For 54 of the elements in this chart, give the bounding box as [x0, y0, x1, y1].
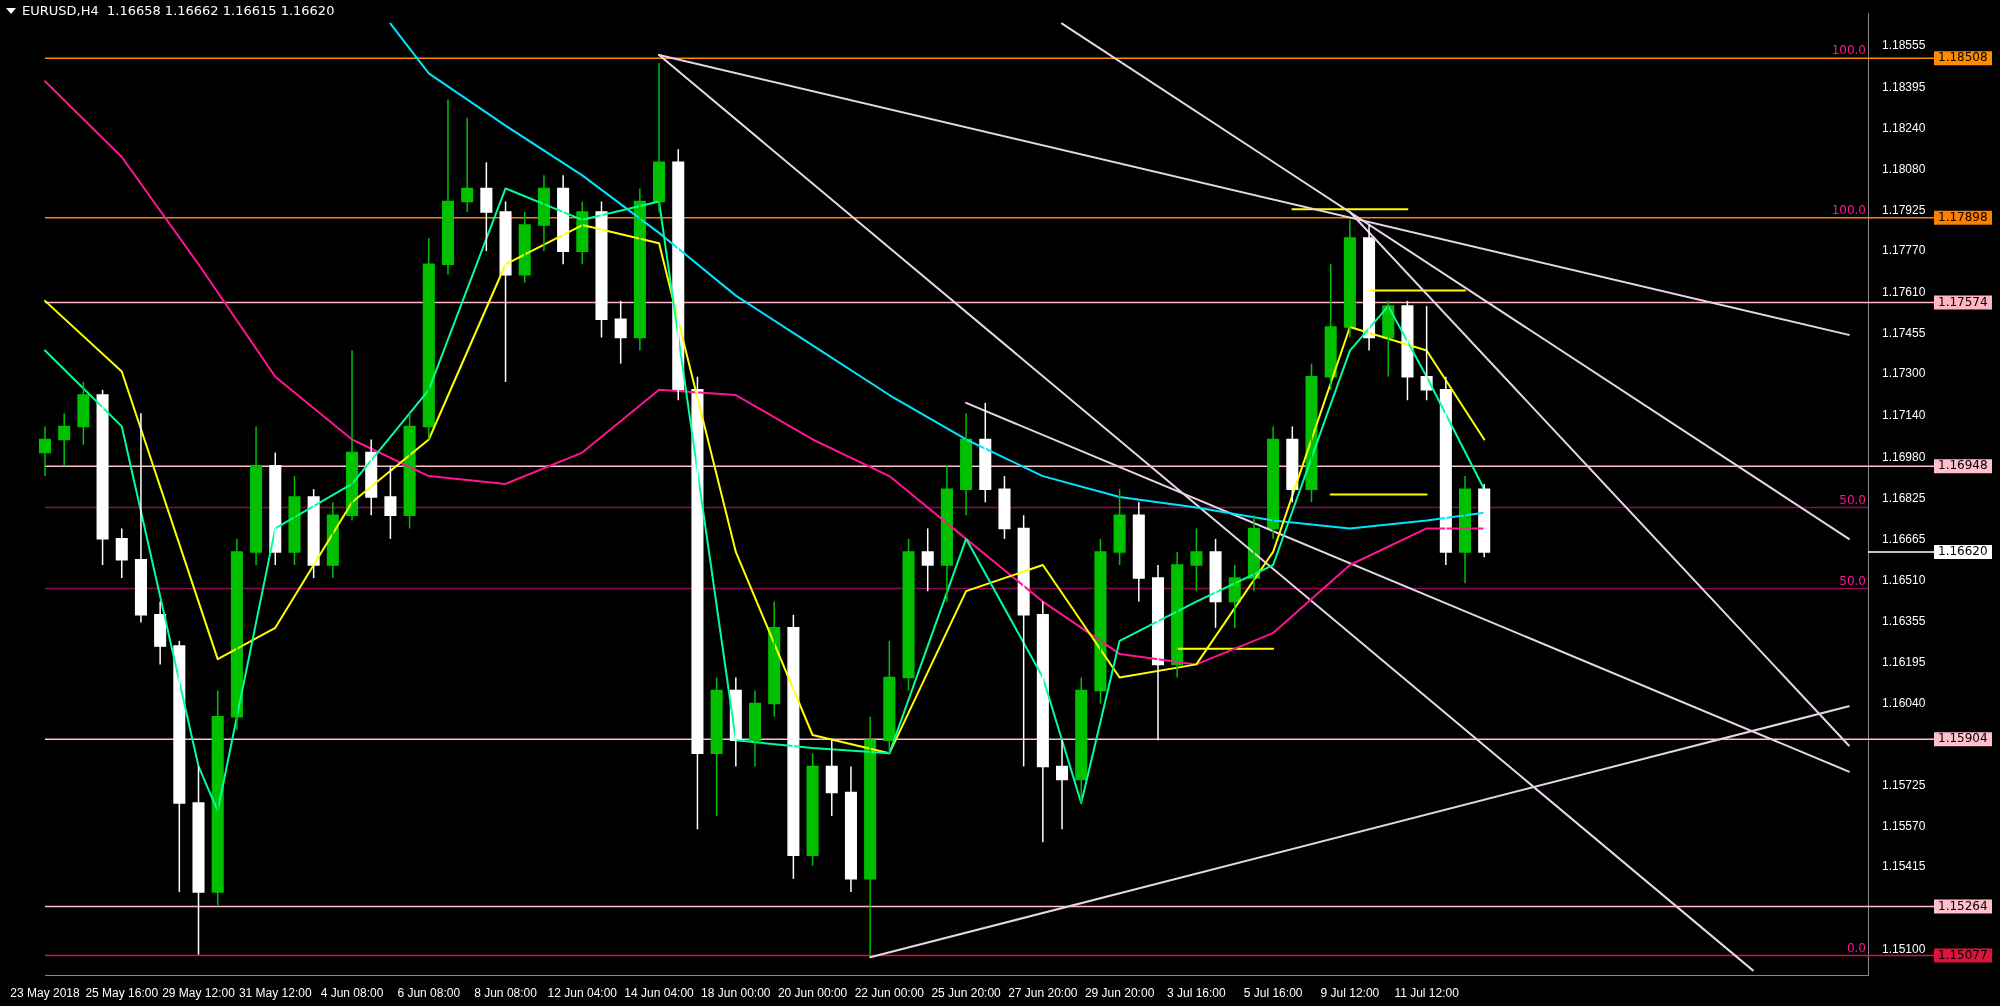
- ref-line-label: 1.17574: [1938, 294, 1988, 309]
- chart-title: EURUSD,H4 1.16658 1.16662 1.16615 1.16620: [22, 3, 335, 18]
- y-tick-label: 1.17925: [1882, 202, 1926, 217]
- x-tick-label: 5 Jul 16:00: [1243, 986, 1303, 1001]
- x-tick-label: 18 Jun 00:00: [701, 986, 771, 1001]
- ref-line-label: 1.16948: [1938, 458, 1988, 473]
- y-tick-label: 1.17300: [1882, 366, 1926, 381]
- x-tick-label: 9 Jul 12:00: [1320, 986, 1380, 1001]
- y-tick-label: 1.15570: [1882, 818, 1926, 833]
- y-tick-label: 1.16510: [1882, 573, 1926, 588]
- y-tick-label: 1.15415: [1882, 859, 1926, 874]
- ref-line-label: 1.15904: [1938, 731, 1988, 746]
- y-tick-label: 1.17610: [1882, 285, 1926, 300]
- y-tick-label: 1.18080: [1882, 162, 1926, 177]
- annotation: 50.0: [1839, 573, 1866, 588]
- x-tick-label: 25 Jun 20:00: [931, 986, 1002, 1001]
- x-tick-label: 31 May 12:00: [238, 986, 312, 1001]
- y-tick-label: 1.18395: [1882, 80, 1926, 95]
- annotation: 100.0: [1831, 43, 1866, 58]
- x-tick-label: 4 Jun 08:00: [320, 986, 384, 1001]
- y-tick-label: 1.18555: [1882, 38, 1926, 53]
- x-tick-label: 11 Jul 12:00: [1394, 986, 1460, 1001]
- ref-line-label: 1.15077: [1938, 947, 1988, 962]
- y-tick-label: 1.16040: [1882, 695, 1926, 710]
- y-tick-label: 1.16825: [1882, 490, 1926, 505]
- annotation: 0.0: [1846, 940, 1866, 955]
- x-tick-label: 8 Jun 08:00: [474, 986, 538, 1001]
- y-tick-label: 1.17770: [1882, 243, 1926, 258]
- ref-line-label: 1.15264: [1938, 898, 1988, 913]
- y-tick-label: 1.16195: [1882, 655, 1926, 670]
- ref-line-label: 1.18508: [1938, 50, 1988, 65]
- annotation: 100.0: [1831, 202, 1866, 217]
- y-tick-label: 1.18240: [1882, 120, 1926, 135]
- x-tick-label: 14 Jun 04:00: [624, 986, 695, 1001]
- y-tick-label: 1.17455: [1882, 325, 1926, 340]
- x-tick-label: 25 May 16:00: [85, 986, 159, 1001]
- x-tick-label: 12 Jun 04:00: [547, 986, 618, 1001]
- x-tick-label: 23 May 2018: [10, 986, 81, 1001]
- x-tick-label: 6 Jun 08:00: [397, 986, 461, 1001]
- y-tick-label: 1.15100: [1882, 941, 1926, 956]
- x-tick-label: 29 Jun 20:00: [1084, 986, 1155, 1001]
- annotation: 50.0: [1839, 492, 1866, 507]
- y-tick-label: 1.16980: [1882, 450, 1926, 465]
- x-tick-label: 27 Jun 20:00: [1008, 986, 1078, 1001]
- x-tick-label: 3 Jul 16:00: [1167, 986, 1227, 1001]
- x-tick-label: 29 May 12:00: [162, 986, 236, 1001]
- ref-line-label: 1.17898: [1938, 209, 1988, 224]
- text: 1.16620: [1938, 544, 1988, 559]
- x-tick-label: 20 Jun 00:00: [777, 986, 848, 1001]
- y-tick-label: 1.15725: [1882, 778, 1926, 793]
- y-tick-label: 1.16355: [1882, 613, 1926, 628]
- y-tick-label: 1.17140: [1882, 408, 1926, 423]
- x-tick-label: 22 Jun 00:00: [854, 986, 925, 1001]
- y-tick-label: 1.16665: [1882, 532, 1926, 547]
